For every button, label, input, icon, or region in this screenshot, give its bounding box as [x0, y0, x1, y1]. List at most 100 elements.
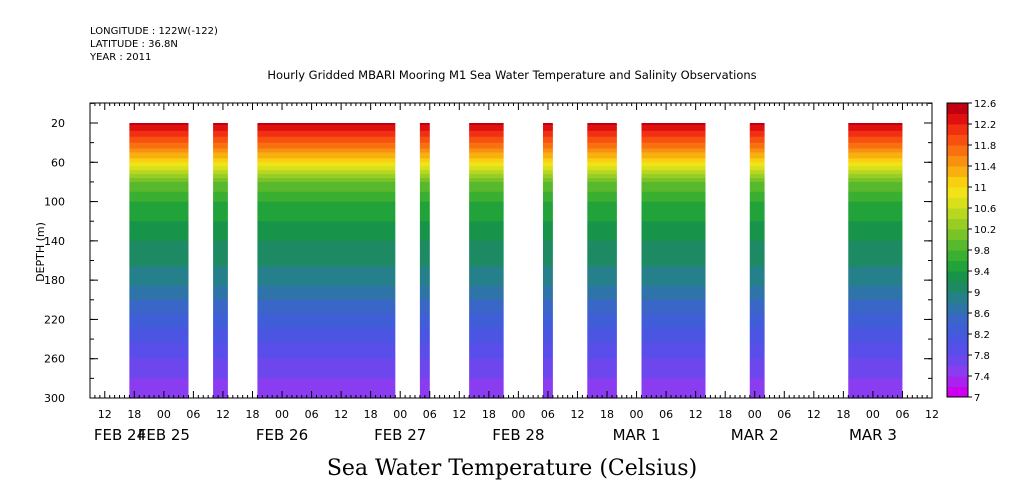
temperature-band	[129, 132, 189, 136]
temperature-band	[213, 162, 228, 165]
temperature-band	[213, 309, 228, 313]
colorbar-swatch	[947, 292, 968, 303]
temperature-band	[848, 325, 903, 328]
temperature-band	[587, 276, 617, 279]
temperature-band	[543, 307, 553, 311]
temperature-band	[419, 219, 430, 222]
temperature-band	[213, 374, 228, 377]
temperature-band	[469, 356, 504, 360]
temperature-band	[469, 262, 504, 266]
temperature-band	[587, 130, 617, 134]
temperature-band	[257, 233, 396, 236]
temperature-band	[213, 333, 228, 336]
temperature-band	[587, 264, 617, 267]
temperature-band	[848, 370, 903, 374]
temperature-band	[543, 231, 553, 234]
temperature-band	[419, 362, 430, 366]
temperature-band	[543, 244, 553, 248]
temperature-band	[749, 205, 765, 209]
temperature-band	[749, 266, 765, 269]
temperature-band	[129, 303, 189, 307]
temperature-band	[419, 168, 430, 171]
temperature-band	[129, 154, 189, 157]
temperature-band	[257, 246, 396, 250]
temperature-band	[543, 146, 553, 150]
temperature-band	[543, 211, 553, 214]
temperature-band	[641, 233, 706, 236]
temperature-band	[543, 370, 553, 374]
temperature-band	[469, 284, 504, 287]
temperature-band	[641, 156, 706, 159]
temperature-band	[543, 209, 553, 212]
temperature-band	[419, 374, 430, 377]
x-tick-label: 06	[423, 408, 437, 421]
colorbar-label: 10.6	[974, 204, 996, 215]
temperature-band	[587, 372, 617, 376]
temperature-band	[129, 346, 189, 350]
temperature-band	[587, 344, 617, 348]
temperature-band	[848, 297, 903, 301]
temperature-band	[257, 282, 396, 285]
temperature-band	[641, 187, 706, 191]
temperature-band	[749, 233, 765, 236]
temperature-band	[543, 293, 553, 297]
temperature-band	[848, 234, 903, 238]
temperature-band	[749, 311, 765, 315]
temperature-band	[419, 126, 430, 130]
temperature-band	[848, 360, 903, 364]
temperature-band	[543, 354, 553, 358]
temperature-band	[641, 270, 706, 273]
temperature-band	[641, 140, 706, 144]
temperature-band	[129, 291, 189, 295]
temperature-band	[257, 262, 396, 266]
temperature-band	[129, 136, 189, 140]
temperature-band	[641, 191, 706, 195]
temperature-band	[848, 264, 903, 267]
temperature-band	[543, 284, 553, 287]
temperature-band	[129, 319, 189, 322]
temperature-band	[749, 236, 765, 240]
temperature-band	[469, 396, 504, 399]
temperature-band	[257, 366, 396, 370]
temperature-band	[419, 372, 430, 376]
temperature-band	[848, 138, 903, 142]
temperature-band	[469, 313, 504, 317]
temperature-band	[641, 335, 706, 338]
temperature-band	[469, 297, 504, 301]
temperature-band	[749, 156, 765, 159]
temperature-band	[257, 136, 396, 140]
temperature-band	[213, 392, 228, 395]
temperature-band	[257, 319, 396, 322]
temperature-band	[587, 282, 617, 285]
temperature-band	[641, 183, 706, 187]
temperature-band	[543, 227, 553, 230]
temperature-band	[543, 282, 553, 285]
temperature-band	[257, 293, 396, 297]
temperature-band	[419, 178, 430, 181]
colorbar-swatch	[947, 103, 968, 114]
temperature-band	[641, 130, 706, 134]
temperature-band	[257, 384, 396, 387]
colorbar-swatch	[947, 229, 968, 240]
temperature-band	[587, 278, 617, 281]
temperature-band	[257, 160, 396, 163]
temperature-band	[419, 276, 430, 279]
temperature-band	[641, 158, 706, 161]
temperature-band	[543, 288, 553, 291]
temperature-band	[587, 360, 617, 364]
temperature-band	[419, 150, 430, 154]
temperature-band	[213, 160, 228, 163]
temperature-band	[213, 335, 228, 338]
temperature-band	[749, 124, 765, 128]
temperature-band	[419, 221, 430, 224]
temperature-band	[848, 392, 903, 395]
temperature-band	[419, 260, 430, 264]
temperature-band	[213, 327, 228, 330]
temperature-band	[213, 364, 228, 368]
temperature-band	[749, 344, 765, 348]
temperature-band	[257, 272, 396, 275]
temperature-band	[587, 274, 617, 277]
temperature-band	[129, 321, 189, 324]
temperature-band	[543, 152, 553, 156]
temperature-band	[848, 358, 903, 362]
